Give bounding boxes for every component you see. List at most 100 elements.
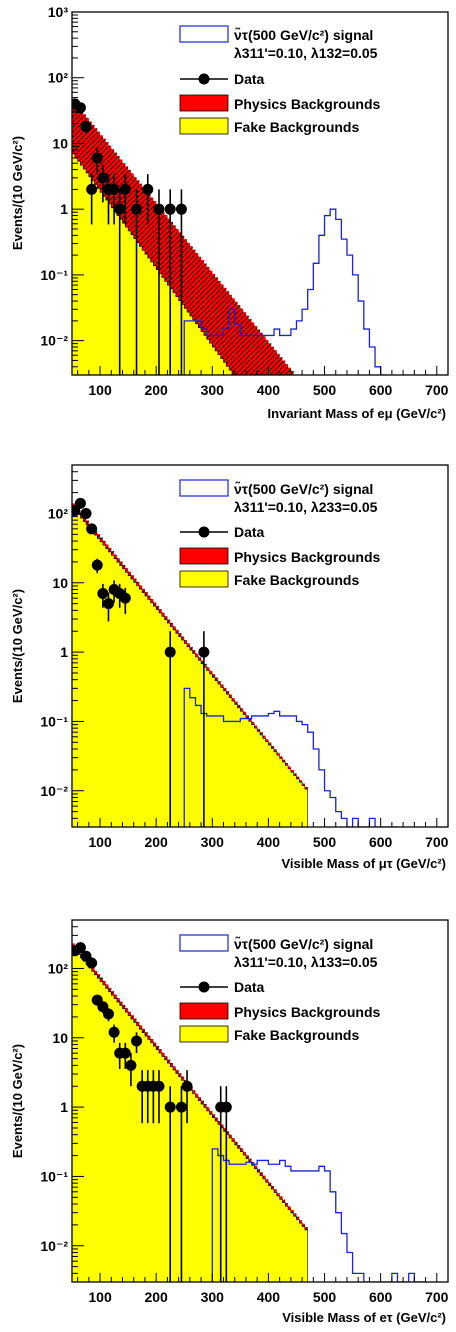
x-tick-label: 600 [369, 834, 393, 850]
y-tick-label: 10³ [48, 4, 69, 20]
legend-data-marker [198, 981, 210, 993]
fake-background-histogram [72, 507, 309, 827]
legend-physics-swatch [179, 94, 229, 112]
x-tick-label: 100 [88, 1289, 112, 1305]
data-point [102, 1008, 114, 1020]
axis-ticks: 100 200 300 400 500 600 700 10⁻² 10⁻¹ 1 10 10² 10³ [40, 4, 448, 398]
y-axis-label: Events/(10 GeV/c²) [10, 589, 25, 703]
data-point [74, 497, 86, 509]
legend-physics-swatch [179, 1002, 229, 1020]
legend-data-label: Data [234, 524, 265, 540]
y-tick-label: 1 [60, 1099, 68, 1115]
data-point [102, 598, 114, 610]
data-point [142, 183, 154, 195]
y-tick-label: 10⁻¹ [40, 1168, 68, 1184]
y-tick-label: 1 [60, 201, 68, 217]
signal-histogram [183, 208, 387, 375]
x-tick-label: 500 [313, 382, 337, 398]
x-tick-label: 200 [144, 834, 168, 850]
data-point [119, 1047, 131, 1059]
y-tick-label: 10⁻² [40, 783, 68, 799]
x-tick-label: 500 [313, 1289, 337, 1305]
legend: ν̃τ(500 GeV/c²) signal λ311'=0.10, λ233=… [179, 479, 380, 588]
x-tick-label: 300 [201, 834, 225, 850]
y-axis-label: Events/(10 GeV/c²) [10, 136, 25, 250]
x-tick-label: 700 [425, 834, 449, 850]
y-tick-label: 10⁻¹ [40, 267, 68, 283]
legend-data-label: Data [234, 71, 265, 87]
data-point [91, 559, 103, 571]
legend-physics-label: Physics Backgrounds [234, 96, 380, 112]
axis-ticks: 100 200 300 400 500 600 700 10⁻² 10⁻¹ 1 10 10² [40, 919, 449, 1305]
x-tick-label: 600 [369, 1289, 393, 1305]
data-point [198, 646, 210, 658]
data-point [125, 1059, 137, 1071]
legend-fake-label: Fake Backgrounds [234, 572, 359, 588]
x-tick-label: 400 [257, 1289, 281, 1305]
y-tick-label: 10⁻² [40, 1238, 68, 1254]
data-point [153, 1080, 165, 1092]
data-point [220, 1101, 232, 1113]
legend-coupling-label: λ311'=0.10, λ133=0.05 [234, 954, 378, 970]
legend: ν̃τ(500 GeV/c²) signal λ311'=0.10, λ133=… [179, 934, 380, 1043]
x-tick-label: 500 [313, 834, 337, 850]
data-point [119, 592, 131, 604]
y-tick-label: 10 [52, 135, 68, 151]
data-point [74, 942, 86, 954]
plot-area [72, 497, 398, 827]
plot-frame [71, 919, 449, 1283]
legend-fake-swatch [179, 117, 229, 135]
x-tick-label: 300 [201, 1289, 225, 1305]
legend-signal-swatch [179, 934, 229, 952]
legend-signal-swatch [179, 479, 229, 497]
data-point [164, 203, 176, 215]
data-point [108, 1026, 120, 1038]
data-point [131, 1035, 143, 1047]
y-tick-label: 10² [48, 505, 69, 521]
fake-background-histogram [72, 947, 309, 1282]
y-tick-label: 10² [48, 960, 69, 976]
plot-frame [71, 464, 449, 828]
plot-area [72, 98, 387, 375]
plot-frame [71, 11, 449, 376]
legend-fake-swatch [179, 570, 229, 588]
y-tick-label: 10 [52, 1030, 68, 1046]
data-point [97, 172, 109, 184]
y-tick-label: 10 [52, 575, 68, 591]
x-tick-label: 300 [201, 382, 225, 398]
x-tick-label: 200 [144, 1289, 168, 1305]
data-point [164, 1101, 176, 1113]
y-tick-label: 1 [60, 644, 68, 660]
data-point [119, 183, 131, 195]
x-tick-label: 400 [257, 382, 281, 398]
data-point [86, 957, 98, 969]
legend-signal-swatch [179, 25, 229, 43]
data-points [72, 497, 210, 827]
y-tick-label: 10⁻¹ [40, 713, 68, 729]
data-point [74, 102, 86, 114]
x-tick-label: 400 [257, 834, 281, 850]
x-axis-label: Invariant Mass of eμ (GeV/c²) [268, 406, 446, 421]
data-point [175, 1101, 187, 1113]
y-axis-label: Events/(10 GeV/c²) [10, 1044, 25, 1158]
data-point [80, 507, 92, 519]
x-axis-label: Visible Mass of μτ (GeV/c²) [281, 856, 446, 871]
x-tick-label: 600 [369, 382, 393, 398]
axis-ticks: 100 200 300 400 500 600 700 10⁻² 10⁻¹ 1 10 10² [40, 464, 449, 850]
data-point [164, 646, 176, 658]
y-tick-label: 10⁻² [40, 333, 68, 349]
x-tick-label: 700 [425, 1289, 449, 1305]
panel-emu: 100 200 300 400 500 600 700 10⁻² 10⁻¹ 1 10 10² 10³ E… [10, 4, 449, 421]
legend-signal-label: ν̃τ(500 GeV/c²) signal [234, 935, 373, 952]
x-tick-label: 100 [88, 382, 112, 398]
legend-physics-label: Physics Backgrounds [234, 1004, 380, 1020]
data-point [91, 152, 103, 164]
x-axis-label: Visible Mass of eτ (GeV/c²) [282, 1310, 446, 1325]
legend-physics-label: Physics Backgrounds [234, 549, 380, 565]
data-point [175, 203, 187, 215]
y-tick-label: 10² [48, 70, 69, 86]
x-tick-label: 200 [144, 382, 168, 398]
panel-mutau: 100 200 300 400 500 600 700 10⁻² 10⁻¹ 1 10 10² Even… [10, 464, 449, 871]
data-point [114, 203, 126, 215]
